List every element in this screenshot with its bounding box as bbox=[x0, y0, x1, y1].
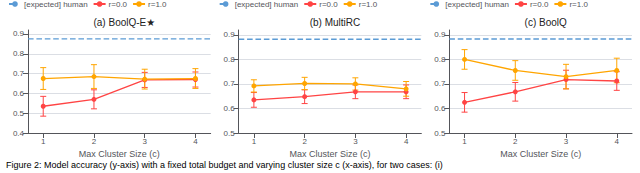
svg-text:(c) BoolQ: (c) BoolQ bbox=[525, 17, 567, 28]
svg-text:Figure 2: Model accuracy (y-ax: Figure 2: Model accuracy (y-axis) with a… bbox=[6, 160, 443, 170]
svg-text:[expected] human: [expected] human bbox=[24, 0, 88, 9]
svg-text:[expected] human: [expected] human bbox=[445, 0, 509, 9]
svg-text:0.7: 0.7 bbox=[434, 79, 446, 88]
svg-text:0.7: 0.7 bbox=[224, 79, 236, 88]
svg-text:r=0.0: r=0.0 bbox=[319, 0, 338, 9]
svg-text:0.6: 0.6 bbox=[434, 104, 446, 113]
svg-text:0.7: 0.7 bbox=[13, 69, 25, 78]
svg-text:r=1.0: r=1.0 bbox=[569, 0, 588, 9]
svg-text:0.5: 0.5 bbox=[224, 129, 236, 138]
svg-text:4: 4 bbox=[404, 137, 409, 146]
svg-text:0.9: 0.9 bbox=[224, 30, 236, 39]
svg-text:2: 2 bbox=[302, 137, 307, 146]
svg-text:[expected] human: [expected] human bbox=[235, 0, 299, 9]
svg-text:3: 3 bbox=[564, 137, 569, 146]
svg-text:4: 4 bbox=[193, 137, 198, 146]
svg-text:Max Cluster Size (c): Max Cluster Size (c) bbox=[79, 149, 160, 159]
svg-text:1: 1 bbox=[252, 137, 257, 146]
svg-text:2: 2 bbox=[92, 137, 97, 146]
svg-text:0.8: 0.8 bbox=[13, 49, 25, 58]
svg-text:0.9: 0.9 bbox=[13, 29, 25, 38]
svg-text:r=0.0: r=0.0 bbox=[109, 0, 128, 9]
svg-text:0.8: 0.8 bbox=[434, 55, 446, 64]
svg-text:0.5: 0.5 bbox=[434, 129, 446, 138]
svg-text:2: 2 bbox=[513, 137, 518, 146]
svg-text:1: 1 bbox=[462, 137, 467, 146]
svg-text:r=0.0: r=0.0 bbox=[530, 0, 549, 9]
svg-text:Max Cluster Size (c): Max Cluster Size (c) bbox=[500, 149, 581, 159]
svg-text:0.6: 0.6 bbox=[224, 104, 236, 113]
svg-text:3: 3 bbox=[353, 137, 358, 146]
svg-text:(a) BoolQ-E★: (a) BoolQ-E★ bbox=[93, 17, 155, 28]
svg-text:0.8: 0.8 bbox=[224, 55, 236, 64]
svg-text:0.4: 0.4 bbox=[13, 129, 25, 138]
svg-text:Max Cluster Size (c): Max Cluster Size (c) bbox=[289, 149, 370, 159]
svg-text:r=1.0: r=1.0 bbox=[148, 0, 167, 9]
svg-text:0.9: 0.9 bbox=[434, 30, 446, 39]
svg-text:3: 3 bbox=[142, 137, 147, 146]
svg-text:0.5: 0.5 bbox=[13, 109, 25, 118]
svg-text:r=1.0: r=1.0 bbox=[359, 0, 378, 9]
svg-text:1: 1 bbox=[41, 137, 46, 146]
svg-text:4: 4 bbox=[615, 137, 620, 146]
svg-text:0.6: 0.6 bbox=[13, 89, 25, 98]
svg-text:(b) MultiRC: (b) MultiRC bbox=[310, 17, 361, 28]
